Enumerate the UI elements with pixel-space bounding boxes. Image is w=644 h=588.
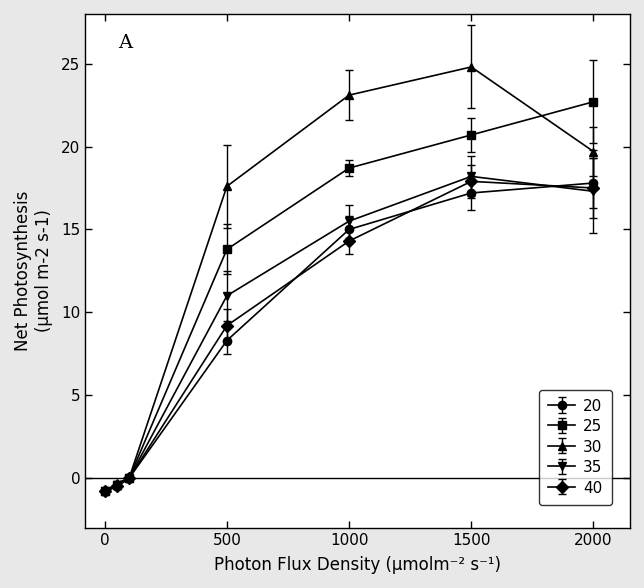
- Text: A: A: [118, 35, 132, 52]
- Legend: 20, 25, 30, 35, 40: 20, 25, 30, 35, 40: [539, 390, 612, 505]
- X-axis label: Photon Flux Density (μmolm⁻² s⁻¹): Photon Flux Density (μmolm⁻² s⁻¹): [214, 556, 501, 574]
- Y-axis label: Net Photosynthesis
(μmol m-2 s-1): Net Photosynthesis (μmol m-2 s-1): [14, 191, 53, 351]
